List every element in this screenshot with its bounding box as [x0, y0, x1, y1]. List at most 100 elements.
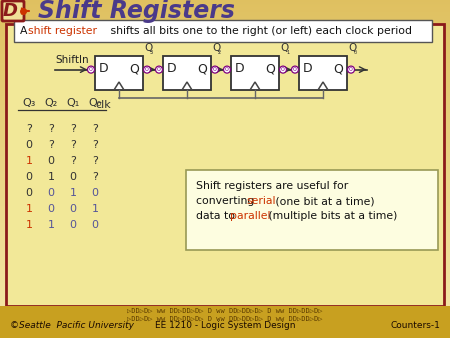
Bar — [0, 319, 450, 320]
Bar — [0, 169, 450, 170]
Bar — [0, 288, 450, 289]
Circle shape — [279, 66, 287, 73]
Bar — [0, 120, 450, 121]
Bar — [0, 203, 450, 204]
Bar — [0, 283, 450, 284]
Bar — [0, 334, 450, 335]
Text: Shift registers are useful for: Shift registers are useful for — [196, 181, 348, 191]
Text: A: A — [20, 26, 31, 36]
Bar — [0, 94, 450, 95]
Bar — [0, 172, 450, 173]
Bar — [0, 163, 450, 164]
Bar — [0, 168, 450, 169]
Bar — [0, 76, 450, 77]
Bar — [0, 134, 450, 135]
Bar — [0, 206, 450, 207]
Bar — [0, 289, 450, 290]
Text: 0: 0 — [91, 188, 99, 198]
Bar — [0, 15, 450, 16]
Text: ?: ? — [48, 124, 54, 134]
Bar — [0, 18, 450, 19]
Text: 1: 1 — [26, 156, 32, 166]
Bar — [0, 245, 450, 246]
Bar — [0, 138, 450, 139]
Text: 0: 0 — [157, 67, 161, 72]
Bar — [0, 260, 450, 261]
Bar — [0, 154, 450, 155]
Bar — [0, 17, 450, 18]
Bar — [0, 127, 450, 128]
Text: (one bit at a time): (one bit at a time) — [272, 196, 374, 206]
Bar — [0, 28, 450, 29]
Bar — [0, 71, 450, 72]
Circle shape — [347, 66, 355, 73]
Bar — [0, 74, 450, 75]
Bar — [0, 229, 450, 230]
Bar — [0, 236, 450, 237]
Text: Q₀: Q₀ — [88, 98, 102, 108]
Text: Q: Q — [212, 43, 220, 53]
Text: 0: 0 — [26, 140, 32, 150]
Bar — [0, 251, 450, 252]
Bar — [0, 146, 450, 147]
Text: Q: Q — [144, 43, 152, 53]
Bar — [0, 36, 450, 37]
Bar — [0, 129, 450, 130]
Bar — [0, 165, 450, 166]
Bar — [0, 274, 450, 275]
Bar — [0, 95, 450, 96]
Bar — [0, 184, 450, 185]
Bar — [0, 102, 450, 103]
Text: D: D — [99, 63, 109, 75]
Bar — [0, 262, 450, 263]
Bar — [0, 151, 450, 152]
FancyBboxPatch shape — [14, 20, 432, 42]
Bar — [0, 171, 450, 172]
Text: 1: 1 — [26, 220, 32, 230]
Bar — [0, 87, 450, 88]
Bar — [0, 302, 450, 303]
Text: ₀: ₀ — [354, 47, 357, 56]
Bar — [0, 100, 450, 101]
Bar — [0, 214, 450, 215]
Bar — [0, 97, 450, 98]
Bar — [0, 273, 450, 274]
Bar — [0, 161, 450, 162]
Bar — [0, 320, 450, 321]
Bar — [0, 25, 450, 26]
Bar — [0, 34, 450, 35]
Bar — [0, 19, 450, 20]
Bar — [0, 198, 450, 199]
Bar — [0, 281, 450, 282]
Bar — [0, 239, 450, 240]
Bar — [0, 16, 450, 17]
Bar — [0, 30, 450, 31]
Text: 0: 0 — [48, 204, 54, 214]
Bar — [0, 99, 450, 100]
Bar — [163, 56, 211, 90]
Text: Q: Q — [348, 43, 356, 53]
Bar — [0, 243, 450, 244]
Bar — [0, 170, 450, 171]
Bar — [0, 142, 450, 143]
Bar — [0, 202, 450, 203]
Bar — [0, 284, 450, 285]
Bar — [0, 301, 450, 302]
Bar — [0, 180, 450, 181]
Bar — [0, 133, 450, 134]
Bar — [0, 75, 450, 76]
Bar — [0, 240, 450, 241]
Bar — [0, 216, 450, 217]
Bar — [0, 29, 450, 30]
Bar — [0, 278, 450, 279]
Bar — [0, 220, 450, 221]
Text: 1: 1 — [48, 220, 54, 230]
Bar — [0, 98, 450, 99]
Bar — [0, 328, 450, 329]
Bar — [0, 270, 450, 271]
Text: Q₁: Q₁ — [67, 98, 80, 108]
Bar — [0, 144, 450, 145]
Bar — [0, 261, 450, 262]
Text: Counters-1: Counters-1 — [390, 321, 440, 330]
Bar — [0, 104, 450, 105]
